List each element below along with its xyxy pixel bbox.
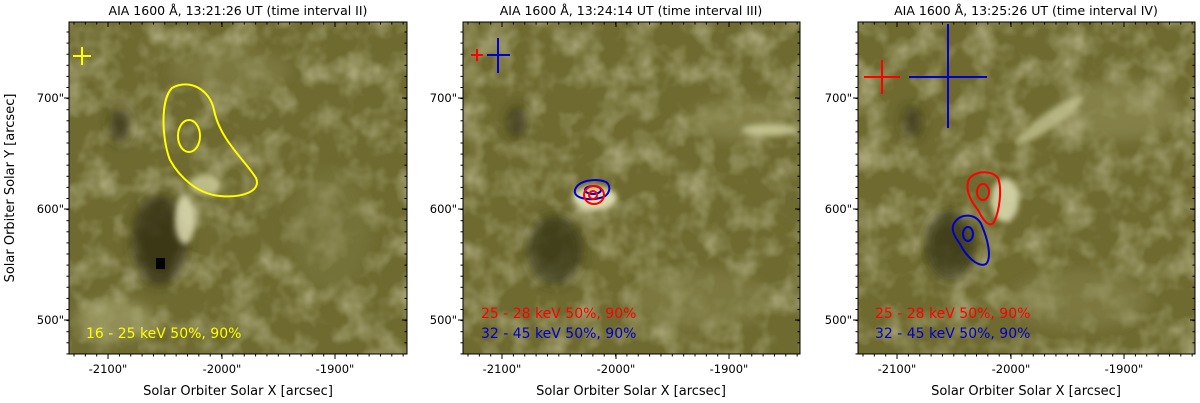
panel-interval-ii: AIA 1600 Å, 13:21:26 UT (time interval I… [37, 3, 408, 399]
y-tick-label: 500" [825, 313, 852, 327]
contour-32-45kev-90 [962, 226, 974, 242]
x-axis-label: Solar Orbiter Solar X [arcsec] [931, 384, 1121, 399]
legend-32-45kev: 32 - 45 keV 50%, 90% [875, 326, 1030, 342]
y-axis: 700" 600" 500" [825, 91, 852, 327]
y-tick-label: 700" [37, 91, 64, 105]
position-error-cross-red [471, 49, 483, 61]
x-tick-label: -1900" [1105, 362, 1144, 376]
x-tick-label: -2100" [483, 362, 522, 376]
x-axis: -2100" -2000" -1900" [89, 362, 355, 376]
panel-title: AIA 1600 Å, 13:25:26 UT (time interval I… [894, 3, 1158, 18]
y-axis: 700" 600" 500" [430, 91, 457, 327]
x-axis: -2100" -2000" -1900" [878, 362, 1144, 376]
y-tick-label: 700" [825, 91, 852, 105]
x-tick-label: -2000" [203, 362, 242, 376]
contour-32-45kev-50 [951, 214, 990, 266]
x-axis-label: Solar Orbiter Solar X [arcsec] [143, 384, 333, 399]
x-tick-label: -1900" [316, 362, 355, 376]
contour-32-45kev-50 [573, 179, 611, 201]
panel-interval-iv: AIA 1600 Å, 13:25:26 UT (time interval I… [825, 3, 1196, 399]
x-tick-label: -2000" [597, 362, 636, 376]
solar-image [463, 22, 800, 354]
y-axis-label: Solar Orbiter Solar Y [arcsec] [3, 94, 18, 283]
x-tick-label: -2100" [89, 362, 128, 376]
solar-image [69, 22, 407, 354]
y-tick-label: 600" [825, 202, 852, 216]
contour-25-28kev-50 [583, 185, 605, 205]
panel-interval-iii: AIA 1600 Å, 13:24:14 UT (time interval I… [430, 3, 801, 399]
contour-16-25kev-90 [177, 119, 201, 153]
x-axis-label: Solar Orbiter Solar X [arcsec] [536, 384, 726, 399]
y-tick-label: 700" [430, 91, 457, 105]
y-tick-label: 500" [37, 313, 64, 327]
y-tick-label: 500" [430, 313, 457, 327]
x-tick-label: -2100" [878, 362, 917, 376]
position-error-cross-blue [487, 38, 510, 73]
legend-25-28kev: 25 - 28 keV 50%, 90% [481, 306, 636, 322]
position-error-cross-blue [909, 24, 987, 128]
y-tick-label: 600" [430, 202, 457, 216]
x-axis: -2100" -2000" -1900" [483, 362, 749, 376]
contour-25-28kev-90 [976, 183, 990, 201]
solar-image [858, 22, 1195, 354]
tick-marks [64, 22, 1195, 359]
contour-25-28kev-90 [588, 190, 598, 200]
panel-title: AIA 1600 Å, 13:21:26 UT (time interval I… [109, 3, 368, 18]
panel-title: AIA 1600 Å, 13:24:14 UT (time interval I… [500, 3, 763, 18]
x-tick-label: -1900" [710, 362, 749, 376]
y-tick-label: 600" [37, 202, 64, 216]
position-error-cross [73, 47, 91, 65]
contour-25-28kev-50 [966, 171, 1002, 226]
legend-32-45kev: 32 - 45 keV 50%, 90% [481, 326, 636, 342]
contour-16-25kev-50 [162, 83, 258, 198]
legend-25-28kev: 25 - 28 keV 50%, 90% [875, 306, 1030, 322]
y-axis: 700" 600" 500" [37, 91, 64, 327]
legend-16-25kev: 16 - 25 keV 50%, 90% [86, 326, 241, 342]
x-tick-label: -2000" [992, 362, 1031, 376]
position-error-cross-red [864, 60, 900, 94]
